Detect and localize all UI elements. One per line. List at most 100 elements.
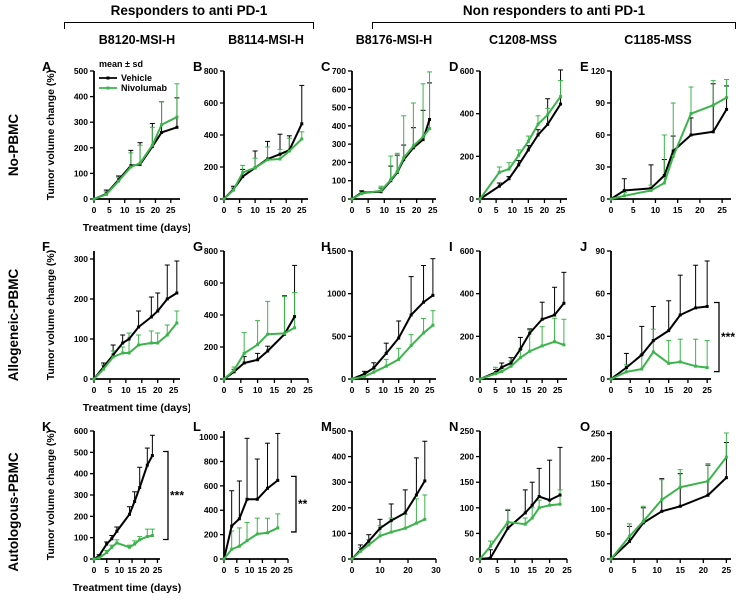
svg-text:500: 500 [74,447,88,457]
svg-text:700: 700 [332,66,346,76]
svg-text:20: 20 [286,385,296,395]
svg-text:25: 25 [556,205,566,215]
svg-text:15: 15 [137,385,147,395]
svg-text:100: 100 [332,528,346,538]
panel-letter-M: M [321,419,332,434]
svg-text:600: 600 [204,278,218,288]
svg-text:0: 0 [609,205,614,215]
svg-text:600: 600 [74,426,88,436]
svg-text:500: 500 [74,66,88,76]
svg-text:0: 0 [469,554,474,564]
svg-text:200: 200 [74,143,88,153]
panel-H: 0 500 1000 1500 0 5 10 15 20 25 H [318,235,446,415]
panel-D: 0 200 400 600 0 5 10 15 20 25 D [446,55,577,235]
svg-text:25: 25 [166,205,176,215]
panel-G: 0 200 400 600 800 0 5 10 15 20 25 G [190,235,318,415]
panel-letter-B: B [193,59,202,74]
svg-text:0: 0 [609,565,614,575]
svg-text:0: 0 [469,374,474,384]
svg-text:90: 90 [596,98,606,108]
svg-text:20: 20 [412,205,422,215]
svg-text:15: 15 [673,205,683,215]
svg-text:5: 5 [237,205,242,215]
svg-text:15: 15 [675,565,685,575]
significance-K: *** [170,489,184,503]
svg-text:25: 25 [283,565,293,575]
svg-text:5: 5 [631,205,636,215]
svg-text:0: 0 [341,374,346,384]
svg-text:15: 15 [258,565,268,575]
svg-text:100: 100 [74,168,88,178]
svg-text:20: 20 [545,565,555,575]
svg-text:200: 200 [460,151,474,161]
svg-text:300: 300 [74,117,88,127]
svg-text:600: 600 [332,84,346,94]
svg-text:0: 0 [213,374,218,384]
svg-text:20: 20 [409,385,419,395]
panel-M: 0 100 200 300 400 500 0 10 20 30 M [318,415,446,610]
column-title-b8176: B8176-MSI-H [355,33,433,47]
svg-text:30: 30 [596,162,606,172]
svg-text:600: 600 [460,246,474,256]
svg-text:300: 300 [332,139,346,149]
svg-text:10: 10 [245,565,255,575]
svg-text:20: 20 [153,385,163,395]
svg-text:5: 5 [108,385,113,395]
significance-L: ** [298,497,308,511]
svg-text:1000: 1000 [327,289,346,299]
svg-text:10: 10 [651,205,661,215]
panel-N-chart: 0 50 100 150 200 250 0 5 10 15 20 25 N [449,419,572,575]
svg-text:0: 0 [83,194,88,204]
svg-text:0: 0 [469,194,474,204]
panel-E: 0 30 60 90 120 0 5 10 15 20 25 E [577,55,741,235]
svg-text:10: 10 [121,385,131,395]
svg-text:200: 200 [74,294,88,304]
svg-text:1000: 1000 [199,432,218,442]
svg-text:25: 25 [702,385,712,395]
panel-letter-D: D [449,59,458,74]
svg-text:150: 150 [460,477,474,487]
panel-G-chart: 0 200 400 600 800 0 5 10 15 20 25 G [193,239,313,395]
panel-letter-I: I [449,239,453,254]
svg-text:200: 200 [332,503,346,513]
svg-text:300: 300 [74,254,88,264]
svg-text:250: 250 [591,429,605,439]
panel-letter-E: E [580,59,589,74]
svg-text:15: 15 [664,385,674,395]
svg-text:10: 10 [645,385,655,395]
svg-text:400: 400 [74,92,88,102]
svg-text:15: 15 [270,385,280,395]
svg-text:10: 10 [250,205,260,215]
svg-text:10: 10 [115,565,125,575]
svg-text:0: 0 [213,554,218,564]
panel-letter-F: F [42,239,50,254]
svg-text:5: 5 [107,205,112,215]
svg-text:400: 400 [460,109,474,119]
svg-text:15: 15 [522,385,532,395]
svg-text:25: 25 [297,205,307,215]
group-header-responders: Responders to anti PD-1 [64,2,314,29]
svg-text:0: 0 [350,205,355,215]
svg-text:0: 0 [92,385,97,395]
svg-text:25: 25 [722,565,732,575]
svg-text:15: 15 [127,565,137,575]
bracket-nonresponders [372,22,736,29]
svg-text:100: 100 [591,504,605,514]
svg-text:5: 5 [238,385,243,395]
svg-text:25: 25 [153,565,163,575]
row-label-allogeneic-pbmc: Allogeneic-PBMC [6,268,21,382]
panel-letter-O: O [580,419,590,434]
svg-text:500: 500 [332,426,346,436]
svg-text:20: 20 [270,565,280,575]
svg-text:800: 800 [204,66,218,76]
svg-text:20: 20 [151,205,161,215]
svg-text:100: 100 [74,533,88,543]
bracket-responders [64,22,314,29]
row-label-no-pbmc: No-PBMC [6,113,21,177]
significance-J: *** [721,330,735,344]
svg-text:60: 60 [596,130,606,140]
